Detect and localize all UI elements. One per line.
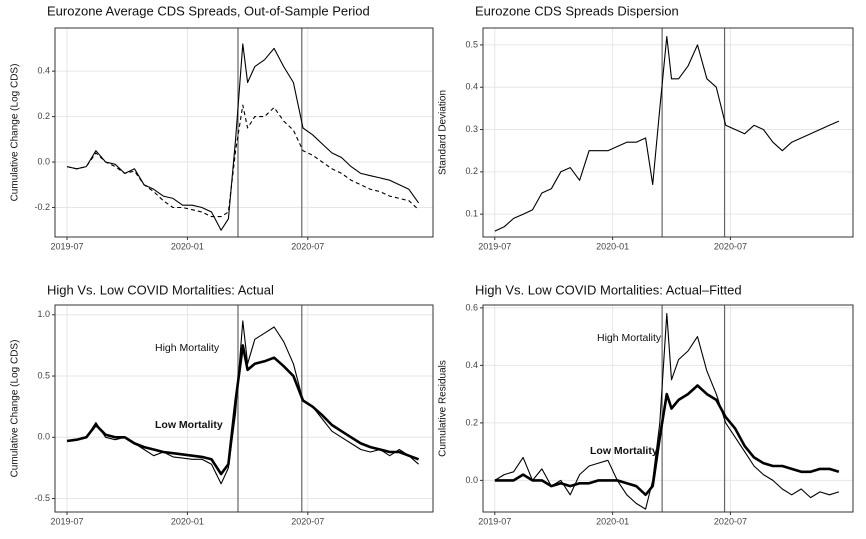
y-tick-label: -0.5 xyxy=(34,493,50,503)
x-tick-label: 2020-07 xyxy=(714,241,747,251)
y-tick-label: 0.1 xyxy=(465,209,478,219)
y-tick-label: 0.5 xyxy=(465,39,478,49)
y-tick-label: 0.5 xyxy=(37,370,50,380)
series-label: High Mortality xyxy=(155,342,220,354)
x-tick-label: 2019-07 xyxy=(478,241,511,251)
y-tick-label: 0.2 xyxy=(465,417,478,427)
plot-frame xyxy=(482,304,854,513)
x-tick-label: 2020-07 xyxy=(291,516,324,526)
plot-frame xyxy=(482,27,854,238)
series-line xyxy=(66,104,419,218)
y-tick-label: 0.0 xyxy=(37,156,50,166)
series-line xyxy=(494,313,840,510)
x-tick-label: 2019-07 xyxy=(478,516,511,526)
y-tick-label: 1.0 xyxy=(37,309,50,319)
y-tick-label: 0.4 xyxy=(465,82,478,92)
series-label: High Mortality xyxy=(597,332,662,344)
y-tick-label: 0.4 xyxy=(37,66,50,76)
series-line xyxy=(66,344,420,476)
series-line xyxy=(494,384,840,497)
y-tick-label: 0.0 xyxy=(37,432,50,442)
chart-title: Eurozone CDS Spreads Dispersion xyxy=(475,3,679,18)
x-tick-label: 2020-01 xyxy=(596,241,629,251)
y-tick-label: 0.0 xyxy=(465,475,478,485)
x-tick-label: 2020-07 xyxy=(714,516,747,526)
chart-title: Eurozone Average CDS Spreads, Out-of-Sam… xyxy=(47,3,370,18)
series-label: Low Mortality xyxy=(155,419,223,431)
y-axis-label: Cumulative Residuals xyxy=(438,360,449,457)
x-tick-label: 2019-07 xyxy=(51,241,84,251)
series-label: Low Mortality xyxy=(590,445,658,457)
y-tick-label: -0.2 xyxy=(34,202,50,212)
y-tick-label: 0.4 xyxy=(465,360,478,370)
y-tick-label: 0.3 xyxy=(465,124,478,134)
plot-frame xyxy=(54,304,434,513)
chart-title: High Vs. Low COVID Mortalities: Actual–F… xyxy=(475,282,742,297)
series-line xyxy=(66,43,420,231)
y-axis-label: Cumulative Change (Log CDS) xyxy=(10,340,21,478)
y-tick-label: 0.2 xyxy=(37,111,50,121)
y-axis-label: Standard Deviation xyxy=(438,90,449,175)
x-tick-label: 2019-07 xyxy=(51,516,84,526)
y-tick-label: 0.6 xyxy=(465,302,478,312)
chart-title: High Vs. Low COVID Mortalities: Actual xyxy=(47,282,274,297)
x-tick-label: 2020-01 xyxy=(171,241,204,251)
plot-frame xyxy=(54,27,434,238)
x-tick-label: 2020-01 xyxy=(171,516,204,526)
series-line xyxy=(494,35,840,232)
x-tick-label: 2020-07 xyxy=(291,241,324,251)
y-axis-label: Cumulative Change (Log CDS) xyxy=(10,64,21,202)
y-tick-label: 0.2 xyxy=(465,166,478,176)
x-tick-label: 2020-01 xyxy=(596,516,629,526)
